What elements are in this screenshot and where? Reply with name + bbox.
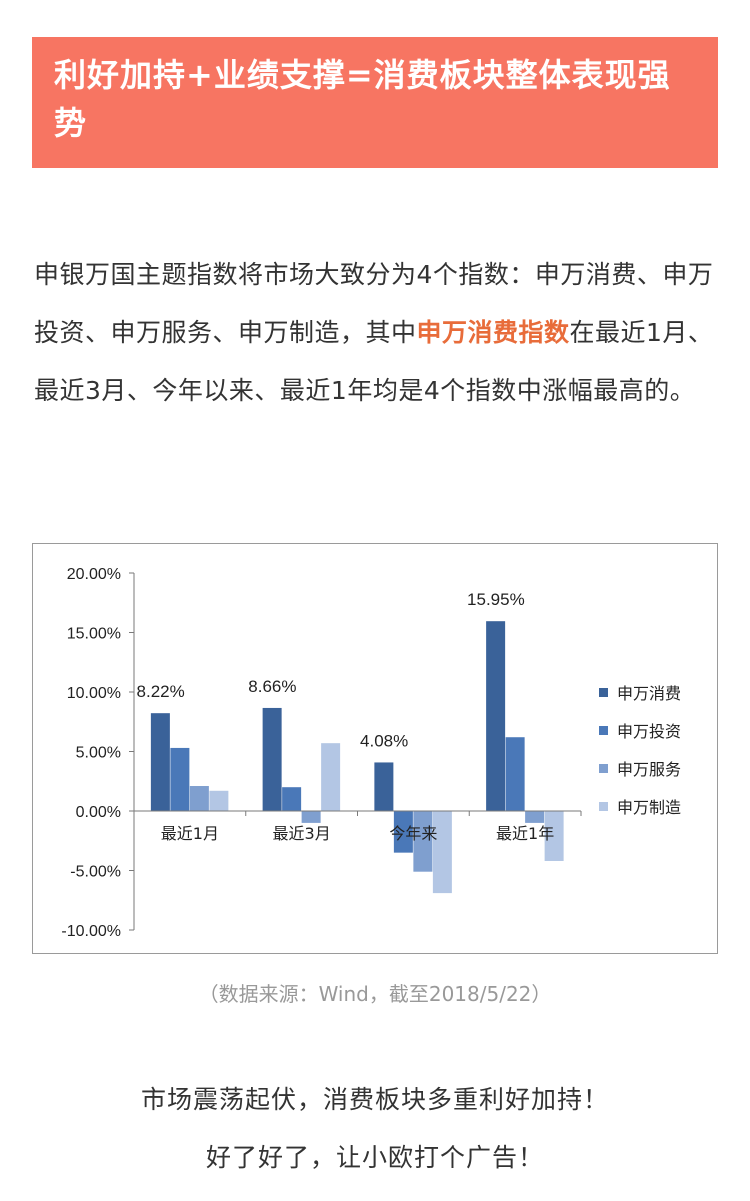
bar xyxy=(189,786,209,811)
bar xyxy=(413,811,433,872)
legend-label: 申万投资 xyxy=(617,722,681,741)
intro-text-before: 申银万国主题指数将市场大致分为4个指数：申万消费、申万投资、申万服务、申万制造，… xyxy=(34,260,714,347)
y-tick-label: 15.00% xyxy=(67,626,121,643)
intro-highlight: 申万消费指数 xyxy=(416,318,570,347)
y-tick-label: -5.00% xyxy=(70,864,121,881)
data-label: 8.22% xyxy=(137,682,185,701)
legend-swatch xyxy=(599,688,608,697)
bar xyxy=(262,707,282,811)
y-tick-label: -10.00% xyxy=(61,923,121,940)
legend-swatch xyxy=(599,726,608,735)
y-tick-label: 5.00% xyxy=(76,745,121,762)
section-title-banner: 利好加持+业绩支撑=消费板块整体表现强势 xyxy=(32,37,718,168)
bar xyxy=(150,713,170,811)
legend-swatch xyxy=(599,764,608,773)
x-category-label: 最近1月 xyxy=(161,824,219,843)
bar xyxy=(170,747,190,811)
bar xyxy=(505,737,525,811)
source-note: （数据来源：Wind，截至2018/5/22） xyxy=(198,982,552,1006)
x-category-label: 最近3月 xyxy=(273,824,331,843)
x-category-label: 今年来 xyxy=(389,824,437,843)
section-title: 利好加持+业绩支撑=消费板块整体表现强势 xyxy=(54,56,671,142)
y-tick-label: 10.00% xyxy=(67,685,121,702)
bar xyxy=(525,811,545,823)
data-label: 15.95% xyxy=(467,590,525,609)
closing-line-2: 好了好了，让小欧打个广告！ xyxy=(205,1143,544,1172)
y-tick-label: 0.00% xyxy=(76,804,121,821)
bar xyxy=(301,811,321,823)
y-tick-label: 20.00% xyxy=(67,566,121,583)
bar xyxy=(209,790,229,811)
bar xyxy=(374,762,394,811)
bar-chart-svg: 20.00% 15.00% 10.00% 5.00% 0.00% -5.00% -10.00… xyxy=(61,566,681,940)
bar xyxy=(432,811,452,894)
bar xyxy=(393,811,413,853)
legend-label: 申万服务 xyxy=(617,760,681,779)
intro-paragraph: 申银万国主题指数将市场大致分为4个指数：申万消费、申万投资、申万服务、申万制造，… xyxy=(34,246,720,420)
legend-label: 申万制造 xyxy=(617,798,681,817)
data-label: 4.08% xyxy=(360,731,408,750)
closing-line-1: 市场震荡起伏，消费板块多重利好加持！ xyxy=(140,1085,609,1114)
legend-swatch xyxy=(599,802,608,811)
legend-label: 申万消费 xyxy=(617,684,681,703)
bar xyxy=(544,811,564,861)
bar xyxy=(282,787,302,811)
intro-text-after: 在最近1月、最近3月、今年以来、最近1年均是4个指数中涨幅最高的。 xyxy=(34,318,714,405)
data-label: 8.66% xyxy=(248,677,296,696)
x-category-label: 最近1年 xyxy=(496,824,554,843)
bar-chart: 20.00% 15.00% 10.00% 5.00% 0.00% -5.00% -10.00… xyxy=(32,543,718,954)
bar xyxy=(321,743,341,811)
bar xyxy=(486,621,506,811)
